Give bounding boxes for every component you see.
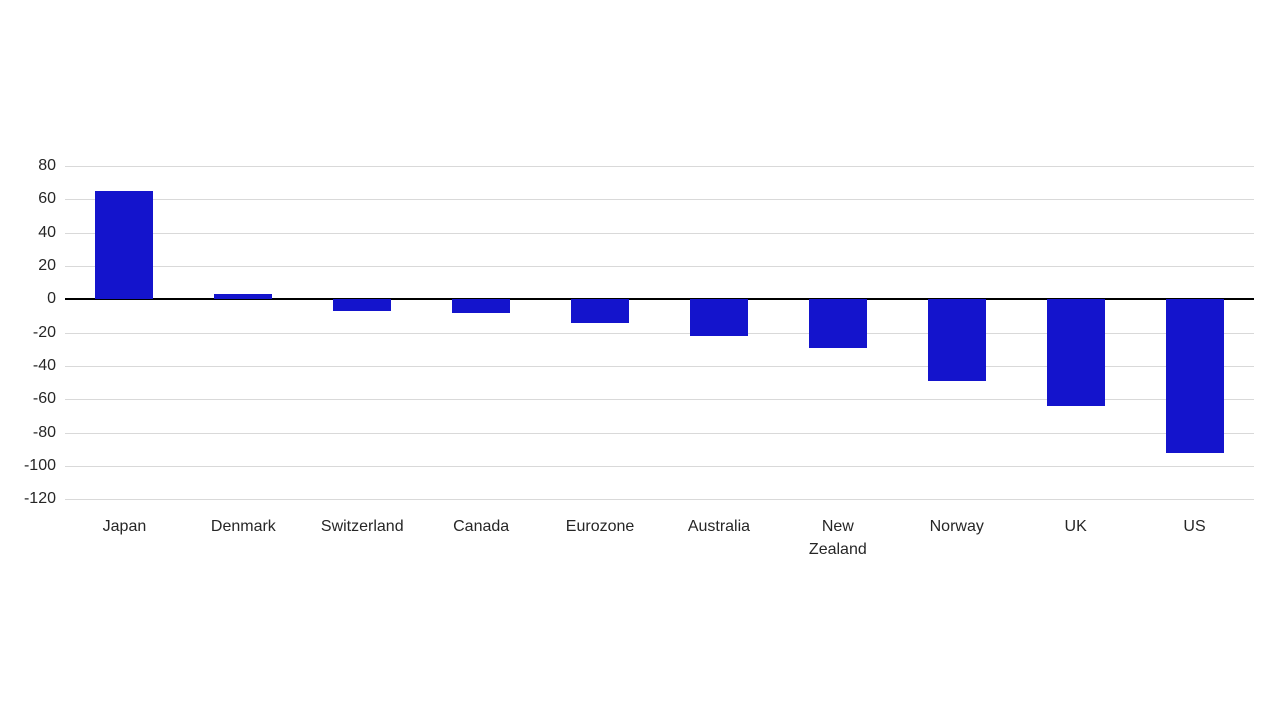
y-axis-tick-label--120: -120 — [23, 490, 56, 508]
x-axis-category-label-denmark: Denmark — [210, 518, 276, 535]
y-axis-tick-label-20: 20 — [38, 256, 56, 274]
x-axis-category-label-japan: Japan — [102, 518, 147, 535]
x-axis-category-label-switzerland: Switzerland — [320, 518, 404, 535]
gridline--120 — [65, 499, 1254, 501]
y-axis-tick-label-0: 0 — [47, 290, 56, 308]
bar-uk — [1046, 299, 1105, 406]
x-axis-zero-line — [65, 298, 1254, 301]
y-axis-tick-label-80: 80 — [38, 157, 56, 174]
x-axis-category-label-us: US — [1183, 518, 1206, 535]
y-axis-tick-label-40: 40 — [38, 223, 56, 241]
bar-norway — [927, 299, 986, 381]
gridline-40 — [65, 232, 1254, 234]
gridline--100 — [65, 465, 1254, 467]
x-axis-category-label-australia: Australia — [687, 518, 751, 535]
gridline-80 — [65, 166, 1254, 167]
gridline-60 — [65, 199, 1254, 201]
y-axis-tick-label--100: -100 — [23, 456, 56, 474]
y-axis-tick-label-60: 60 — [38, 190, 56, 208]
x-axis-category-label-uk: UK — [1064, 518, 1087, 535]
y-axis-tick-label--20: -20 — [32, 323, 56, 341]
bar-us — [1165, 299, 1224, 453]
gridline-20 — [65, 265, 1254, 267]
gridline--20 — [65, 332, 1254, 334]
bar-japan — [95, 190, 154, 300]
gridline--40 — [65, 365, 1254, 367]
x-axis-category-label-canada: Canada — [453, 518, 510, 535]
bar-new-zealand — [808, 299, 867, 348]
y-axis-tick-label--40: -40 — [32, 356, 56, 374]
gridline--80 — [65, 432, 1254, 434]
gridline--60 — [65, 399, 1254, 401]
x-axis-category-label-norway: Norway — [929, 518, 984, 535]
bar-eurozone — [571, 299, 630, 323]
y-axis-tick-label--80: -80 — [32, 423, 56, 441]
bar-denmark — [214, 294, 273, 300]
bar-australia — [689, 299, 748, 336]
x-axis-category-label-eurozone: Eurozone — [565, 518, 635, 535]
bar-canada — [452, 299, 511, 313]
bar-switzerland — [333, 299, 392, 311]
y-axis-tick-label--60: -60 — [32, 390, 56, 408]
x-axis-category-label-new-zealand: New Zealand — [808, 518, 867, 558]
